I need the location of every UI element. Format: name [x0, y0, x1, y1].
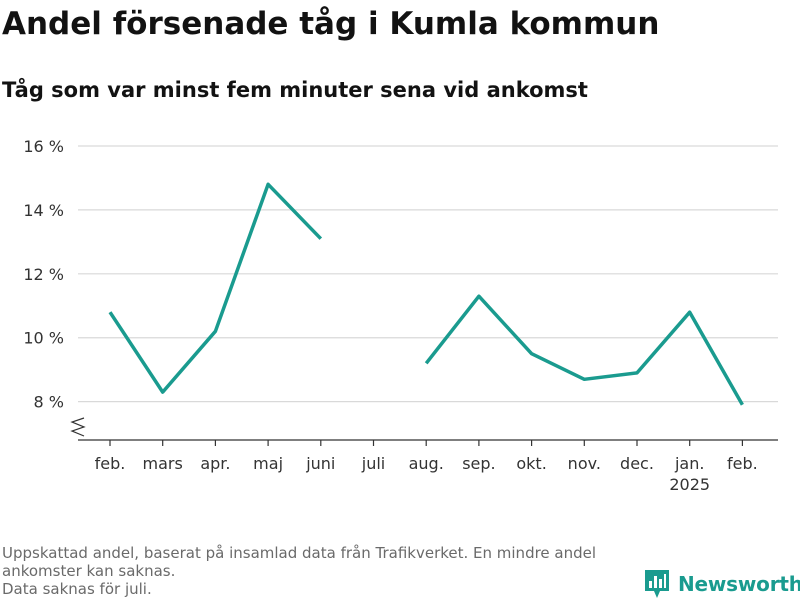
x-tick-label: dec. [620, 454, 654, 473]
x-tick-label: feb. [95, 454, 126, 473]
gridlines [78, 145, 778, 403]
x-tick-label: juni [305, 454, 335, 473]
x-tick-label: okt. [516, 454, 546, 473]
x-tick-label: feb. [727, 454, 758, 473]
y-axis-tick-labels: 8 % 10 % 12 % 14 % 16 % [23, 137, 64, 412]
x-axis [70, 417, 778, 446]
y-tick-label: 10 % [23, 329, 64, 348]
y-tick-label: 16 % [23, 137, 64, 156]
x-tick-label: sep. [462, 454, 495, 473]
chart-title: Andel försenade tåg i Kumla kommun [2, 6, 660, 42]
y-axis-break-icon [70, 417, 86, 437]
x-tick-label: jan. [674, 454, 704, 473]
series-line-segment [108, 182, 323, 394]
y-tick-label: 8 % [34, 393, 64, 412]
x-tick-label: mars [143, 454, 183, 473]
footnote: Uppskattad andel, baserat på insamlad da… [2, 544, 642, 598]
x-axis-tick-labels: feb. mars apr. maj juni juli aug. sep. okt. nov. d… [95, 454, 758, 494]
brand-name: Newsworthy [678, 572, 800, 596]
x-tick-sublabel: 2025 [669, 475, 710, 494]
chart-subtitle: Tåg som var minst fem minuter sena vid a… [2, 78, 588, 102]
newsworthy-logo-icon [645, 570, 669, 598]
x-tick-label: juli [361, 454, 385, 473]
series-line-segment [424, 294, 744, 406]
x-tick-label: maj [253, 454, 283, 473]
brand-logo: Newsworthy [644, 568, 800, 600]
footnote-source: Uppskattad andel, baserat på insamlad da… [2, 544, 601, 580]
x-tick-label: apr. [200, 454, 230, 473]
y-tick-label: 12 % [23, 265, 64, 284]
line-chart: 8 % 10 % 12 % 14 % 16 % feb. mars apr. maj juni j… [23, 137, 778, 494]
x-tick-label: nov. [568, 454, 601, 473]
y-tick-label: 14 % [23, 201, 64, 220]
x-tick-label: aug. [409, 454, 444, 473]
footnote-missing-data: Data saknas för juli. [2, 580, 152, 598]
series-lines [108, 182, 744, 406]
